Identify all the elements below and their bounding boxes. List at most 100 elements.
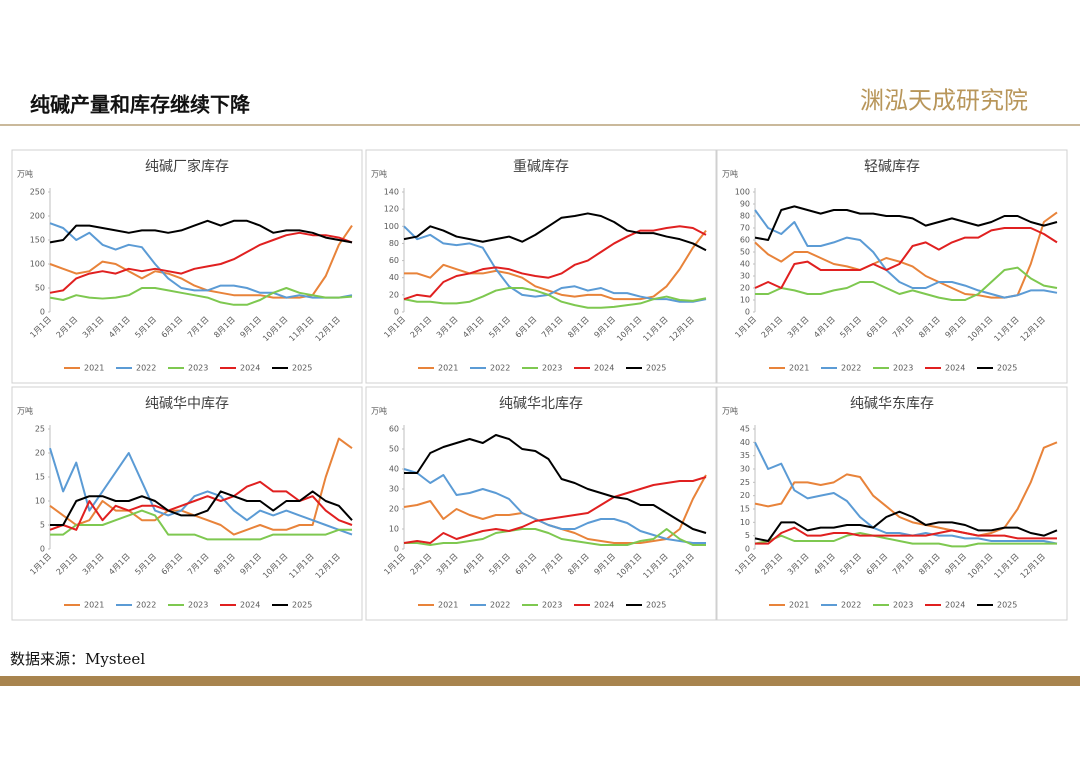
series-line <box>49 437 353 536</box>
legend-label: 2025 <box>997 601 1017 610</box>
y-tick-label: 30 <box>740 272 750 281</box>
y-tick-label: 20 <box>35 449 45 458</box>
legend-label: 2023 <box>542 364 562 373</box>
legend-label: 2021 <box>438 364 458 373</box>
legend-label: 2021 <box>84 364 104 373</box>
series-line <box>404 528 706 546</box>
y-tick-label: 120 <box>384 205 399 214</box>
y-tick-label: 30 <box>740 465 750 474</box>
y-tick-label: 20 <box>740 491 750 500</box>
series-line <box>755 266 1058 301</box>
series-line <box>754 209 1058 299</box>
legend-label: 2025 <box>997 364 1017 373</box>
footer-band <box>0 676 1080 686</box>
legend-label: 2023 <box>188 364 208 373</box>
legend-label: 2024 <box>945 601 965 610</box>
legend-label: 2023 <box>188 601 208 610</box>
series-line <box>49 222 353 299</box>
legend-label: 2025 <box>646 601 666 610</box>
slide-title: 纯碱产量和库存继续下降 <box>30 93 251 117</box>
legend-label: 2022 <box>490 601 510 610</box>
chart-title: 纯碱华中库存 <box>145 396 229 412</box>
y-tick-label: 35 <box>740 451 750 460</box>
legend-label: 2024 <box>594 601 614 610</box>
y-tick-label: 25 <box>35 425 45 434</box>
y-tick-label: 140 <box>384 188 399 197</box>
y-axis-unit: 万吨 <box>722 406 738 416</box>
y-tick-label: 100 <box>384 222 399 231</box>
y-tick-label: 5 <box>40 521 45 530</box>
y-tick-label: 0 <box>394 308 399 317</box>
legend-label: 2023 <box>893 364 913 373</box>
y-tick-label: 10 <box>740 518 750 527</box>
y-tick-label: 0 <box>745 308 750 317</box>
series-line <box>50 509 352 541</box>
legend-label: 2025 <box>646 364 666 373</box>
series-line <box>403 476 707 544</box>
legend-label: 2022 <box>490 364 510 373</box>
y-tick-label: 10 <box>740 296 750 305</box>
y-axis-unit: 万吨 <box>371 406 387 416</box>
y-tick-label: 20 <box>740 284 750 293</box>
legend-label: 2021 <box>438 601 458 610</box>
y-tick-label: 50 <box>389 445 399 454</box>
y-tick-label: 250 <box>30 188 45 197</box>
chart-frame <box>11 149 363 384</box>
y-tick-label: 60 <box>389 425 399 434</box>
y-axis-unit: 万吨 <box>17 169 33 179</box>
chart-title: 纯碱华东库存 <box>850 396 934 412</box>
series-line <box>49 287 353 306</box>
y-tick-label: 5 <box>745 531 750 540</box>
series-line <box>49 447 353 536</box>
y-tick-label: 200 <box>30 212 45 221</box>
series-line <box>49 219 353 244</box>
y-tick-label: 80 <box>389 239 399 248</box>
y-tick-label: 70 <box>740 224 750 233</box>
series-line <box>403 225 707 301</box>
series-line <box>754 532 1057 548</box>
legend-label: 2024 <box>945 364 965 373</box>
y-axis-unit: 万吨 <box>17 406 33 416</box>
legend-label: 2024 <box>594 364 614 373</box>
y-tick-label: 40 <box>389 465 399 474</box>
legend-label: 2025 <box>292 601 312 610</box>
legend-label: 2022 <box>136 364 156 373</box>
series-line <box>50 490 353 526</box>
legend-label: 2022 <box>136 601 156 610</box>
legend-label: 2023 <box>893 601 913 610</box>
series-line <box>403 212 707 252</box>
legend-label: 2021 <box>84 601 104 610</box>
series-line <box>754 205 1058 241</box>
y-tick-label: 30 <box>389 485 399 494</box>
y-tick-label: 100 <box>735 188 750 197</box>
y-tick-label: 90 <box>740 200 750 209</box>
series-line <box>754 510 1058 542</box>
series-line <box>49 225 353 299</box>
y-tick-label: 40 <box>389 273 399 282</box>
y-tick-label: 40 <box>740 260 750 269</box>
y-tick-label: 0 <box>745 545 750 554</box>
series-line <box>403 287 707 309</box>
y-tick-label: 50 <box>35 284 45 293</box>
y-tick-label: 0 <box>394 545 399 554</box>
y-tick-label: 60 <box>740 236 750 245</box>
y-tick-label: 0 <box>40 545 45 554</box>
legend-label: 2023 <box>542 601 562 610</box>
y-tick-label: 80 <box>740 212 750 221</box>
y-tick-label: 60 <box>389 256 399 265</box>
chart-title: 纯碱华北库存 <box>499 396 583 412</box>
y-tick-label: 100 <box>30 260 45 269</box>
source-note: 数据来源：Mysteel <box>10 650 145 668</box>
y-tick-label: 15 <box>35 473 45 482</box>
series-line <box>754 227 1058 289</box>
y-tick-label: 150 <box>30 236 45 245</box>
chart-frame <box>365 149 717 384</box>
chart-title: 纯碱厂家库存 <box>145 158 229 175</box>
